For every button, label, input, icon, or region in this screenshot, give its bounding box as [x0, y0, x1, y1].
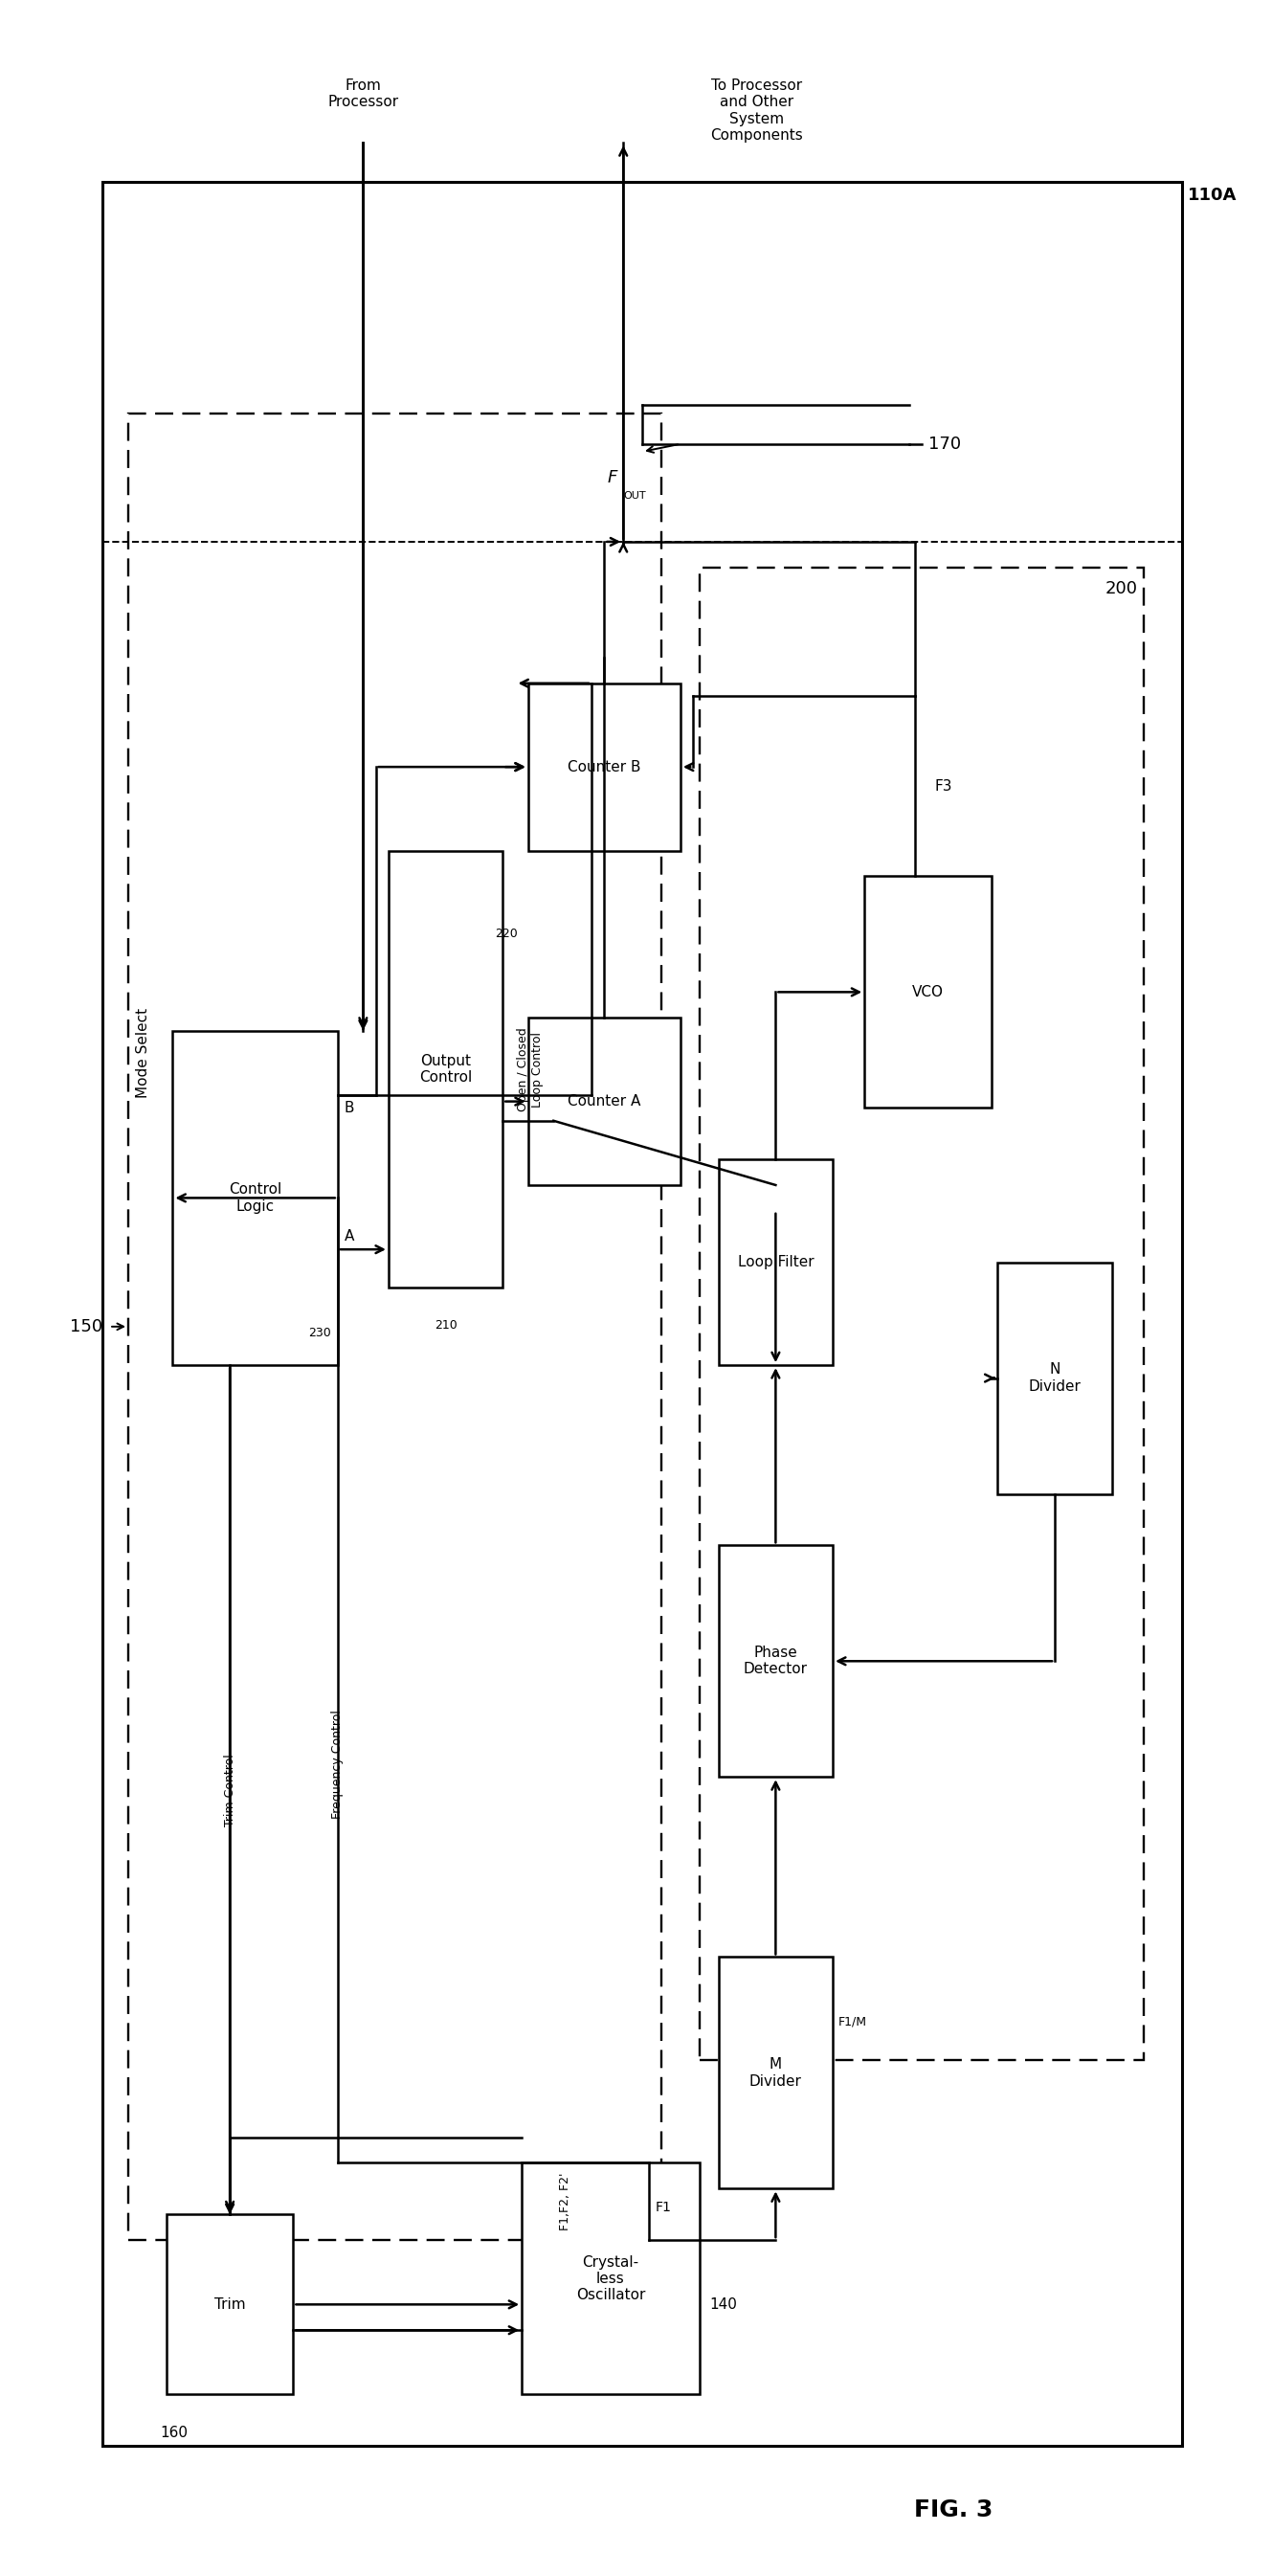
Text: F1: F1 [655, 2200, 672, 2215]
Bar [522, 2164, 700, 2396]
Text: 230: 230 [309, 1327, 332, 1340]
Text: Control
Logic: Control Logic [229, 1182, 281, 1213]
Text: Frequency Control: Frequency Control [332, 1710, 343, 1819]
Text: Loop Filter: Loop Filter [738, 1255, 814, 1270]
Text: F: F [607, 469, 617, 487]
Text: Counter A: Counter A [567, 1095, 641, 1108]
Bar [700, 567, 1144, 2061]
Text: 140: 140 [710, 2298, 738, 2311]
Text: OUT: OUT [623, 489, 646, 500]
Text: Trim Control: Trim Control [224, 1754, 237, 1826]
Text: Trim: Trim [214, 2298, 245, 2311]
Bar [173, 1030, 337, 1365]
Text: 160: 160 [160, 2427, 188, 2439]
Text: 220: 220 [495, 927, 518, 940]
Text: B: B [343, 1100, 354, 1115]
Text: 210: 210 [434, 1319, 457, 1332]
Bar [128, 412, 661, 2241]
Text: Crystal-
less
Oscillator: Crystal- less Oscillator [576, 2254, 645, 2303]
Text: VCO: VCO [912, 984, 944, 999]
Bar [719, 1159, 833, 1365]
Text: Counter B: Counter B [567, 760, 641, 773]
Bar [528, 1018, 681, 1185]
Bar [865, 876, 991, 1108]
Text: 150: 150 [70, 1319, 103, 1334]
Text: 200: 200 [1105, 580, 1137, 598]
Text: F3: F3 [935, 778, 951, 793]
Text: 110A: 110A [1188, 185, 1238, 204]
Text: A: A [343, 1229, 354, 1244]
Bar [528, 683, 681, 850]
Text: 170: 170 [929, 435, 960, 453]
Bar [719, 1546, 833, 1777]
Text: Phase
Detector: Phase Detector [744, 1646, 808, 1677]
Bar [388, 850, 502, 1288]
Bar [167, 2215, 294, 2396]
Text: F1/M: F1/M [838, 2014, 866, 2027]
Text: FIG. 3: FIG. 3 [913, 2499, 992, 2522]
Text: From
Processor: From Processor [328, 77, 398, 111]
Text: Mode Select: Mode Select [136, 1007, 150, 1097]
Bar [719, 1958, 833, 2190]
Text: Output
Control: Output Control [420, 1054, 472, 1084]
Text: F1,F2, F2': F1,F2, F2' [558, 2172, 571, 2231]
Text: Open / Closed
Loop Control: Open / Closed Loop Control [518, 1028, 544, 1110]
Text: To Processor
and Other
System
Components: To Processor and Other System Components [710, 77, 803, 142]
Bar [997, 1262, 1112, 1494]
Bar [103, 180, 1182, 2447]
Text: M
Divider: M Divider [749, 2058, 801, 2089]
Text: N
Divider: N Divider [1029, 1363, 1081, 1394]
